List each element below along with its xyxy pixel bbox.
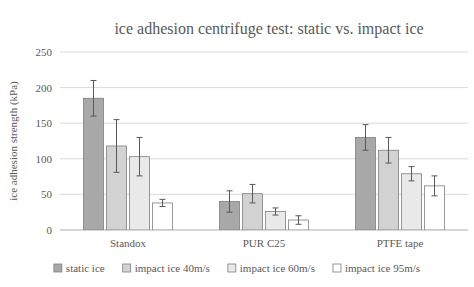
error-bar bbox=[409, 167, 415, 181]
legend-label: impact ice 40m/s bbox=[135, 262, 210, 274]
y-tick-label: 200 bbox=[36, 82, 53, 94]
x-tick-label: PUR C25 bbox=[243, 237, 286, 249]
bars bbox=[84, 80, 445, 230]
background bbox=[0, 0, 474, 287]
error-bar bbox=[363, 125, 369, 151]
y-axis-label: ice adhesion strength (kPa) bbox=[7, 81, 20, 201]
error-bar bbox=[137, 137, 143, 175]
error-bar bbox=[432, 176, 438, 196]
legend-swatch bbox=[123, 264, 131, 272]
legend: static ice impact ice 40m/s impact ice 60m… bbox=[54, 262, 420, 274]
error-bar bbox=[227, 191, 233, 212]
error-bar bbox=[386, 137, 392, 163]
error-bar bbox=[296, 216, 302, 225]
chart: ice adhesion centrifuge test: static vs.… bbox=[0, 0, 474, 287]
title: ice adhesion centrifuge test: static vs.… bbox=[114, 20, 423, 38]
legend-swatch bbox=[228, 264, 236, 272]
legend-swatch bbox=[54, 264, 62, 272]
bar bbox=[356, 137, 376, 230]
error-bar bbox=[114, 120, 120, 173]
y-tick-label: 50 bbox=[41, 188, 53, 200]
error-bar bbox=[91, 80, 97, 116]
grid-line bbox=[60, 87, 468, 88]
x-tick-label: Standox bbox=[110, 237, 147, 249]
error-bar bbox=[160, 199, 166, 206]
y-tick-label: 0 bbox=[47, 224, 53, 236]
y-tick-label: 100 bbox=[36, 153, 53, 165]
y-tick-label: 250 bbox=[36, 46, 53, 58]
legend-swatch bbox=[333, 264, 341, 272]
error-bar bbox=[250, 184, 256, 203]
grid-line bbox=[60, 123, 468, 124]
bar bbox=[84, 98, 104, 230]
y-tick-label: 150 bbox=[36, 117, 53, 129]
x-tick-label: PTFE tape bbox=[377, 237, 424, 249]
legend-label: impact ice 95m/s bbox=[345, 262, 420, 274]
legend-label: static ice bbox=[66, 262, 105, 274]
error-bar bbox=[273, 208, 279, 215]
bar bbox=[402, 174, 422, 230]
legend-label: impact ice 60m/s bbox=[240, 262, 315, 274]
grid-line bbox=[60, 52, 468, 53]
